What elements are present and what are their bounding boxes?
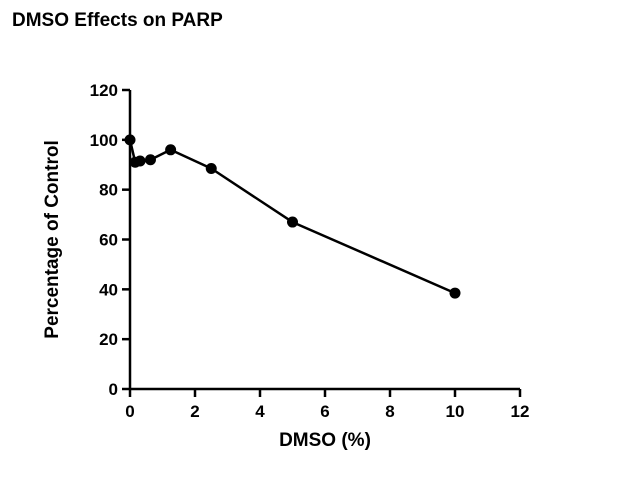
chart-title: DMSO Effects on PARP: [12, 10, 223, 31]
data-point: [205, 162, 217, 174]
series-line: [128, 139, 456, 295]
x-tick-label: 6: [320, 402, 329, 421]
x-tick-label: 8: [385, 402, 394, 421]
data-point: [449, 287, 461, 299]
data-point: [134, 155, 146, 167]
x-tick-label: 12: [511, 402, 530, 421]
y-tick-label: 80: [99, 181, 118, 200]
data-point: [144, 154, 156, 166]
data-point: [287, 216, 298, 228]
ticks: 0 20 40 60 80 100 120 0 2 4 6 8 10 12: [90, 81, 530, 421]
x-tick-label: 0: [125, 402, 134, 421]
y-tick-label: 120: [90, 81, 118, 100]
data-point: [124, 134, 136, 146]
axes: [128, 90, 520, 391]
x-tick-label: 4: [255, 402, 265, 421]
x-axis-title: DMSO (%): [279, 430, 371, 451]
data-point: [165, 144, 177, 156]
series-layer: [124, 134, 461, 299]
y-tick-label: 0: [109, 380, 118, 399]
y-axis-title: Percentage of Control: [42, 140, 63, 338]
y-tick-label: 60: [99, 231, 118, 250]
y-tick-label: 20: [99, 330, 118, 349]
y-tick-label: 100: [90, 131, 118, 150]
x-tick-label: 2: [190, 402, 199, 421]
x-tick-label: 10: [446, 402, 465, 421]
y-tick-label: 40: [99, 280, 118, 299]
